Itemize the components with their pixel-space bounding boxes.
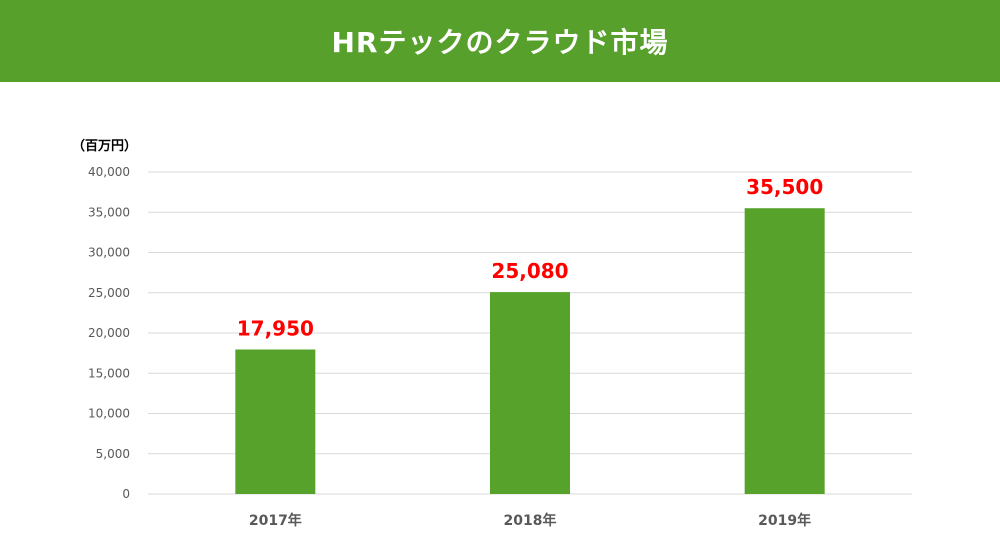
bar-layer (235, 208, 825, 494)
y-tick-label: 5,000 (96, 447, 130, 461)
bar-chart: （百万円） 0 5,000 10,000 15,000 20,000 25,000 30,0… (72, 138, 912, 529)
y-tick-label: 15,000 (88, 366, 130, 380)
y-tick-label: 40,000 (88, 165, 130, 179)
y-tick-layer: 0 5,000 10,000 15,000 20,000 25,000 30,000 35,0… (88, 165, 130, 501)
x-tick-label: 2017年 (249, 512, 302, 529)
bar-value-label: 25,080 (491, 259, 568, 283)
y-tick-label: 35,000 (88, 205, 130, 219)
y-tick-label: 0 (122, 487, 130, 501)
bar-2 (490, 292, 570, 494)
y-tick-label: 20,000 (88, 326, 130, 340)
value-label-layer: 17,950 25,080 35,500 (237, 175, 824, 340)
bar-3 (744, 208, 825, 494)
bar-value-label: 17,950 (237, 317, 314, 341)
chart-area: （百万円） 0 5,000 10,000 15,000 20,000 25,000 30,0… (0, 82, 1000, 540)
bar-1 (235, 349, 316, 494)
bar-value-label: 35,500 (746, 175, 823, 199)
y-tick-label: 25,000 (88, 286, 130, 300)
page-title: HRテックのクラウド市場 (331, 26, 669, 59)
y-unit-label: （百万円） (72, 138, 137, 154)
x-tick-layer: 2017年 2018年 2019年 (249, 512, 811, 529)
x-tick-label: 2018年 (504, 512, 557, 529)
y-tick-label: 10,000 (88, 407, 130, 421)
y-tick-label: 30,000 (88, 246, 130, 260)
x-tick-label: 2019年 (758, 512, 811, 529)
header-bar: HRテックのクラウド市場 (0, 0, 1000, 82)
